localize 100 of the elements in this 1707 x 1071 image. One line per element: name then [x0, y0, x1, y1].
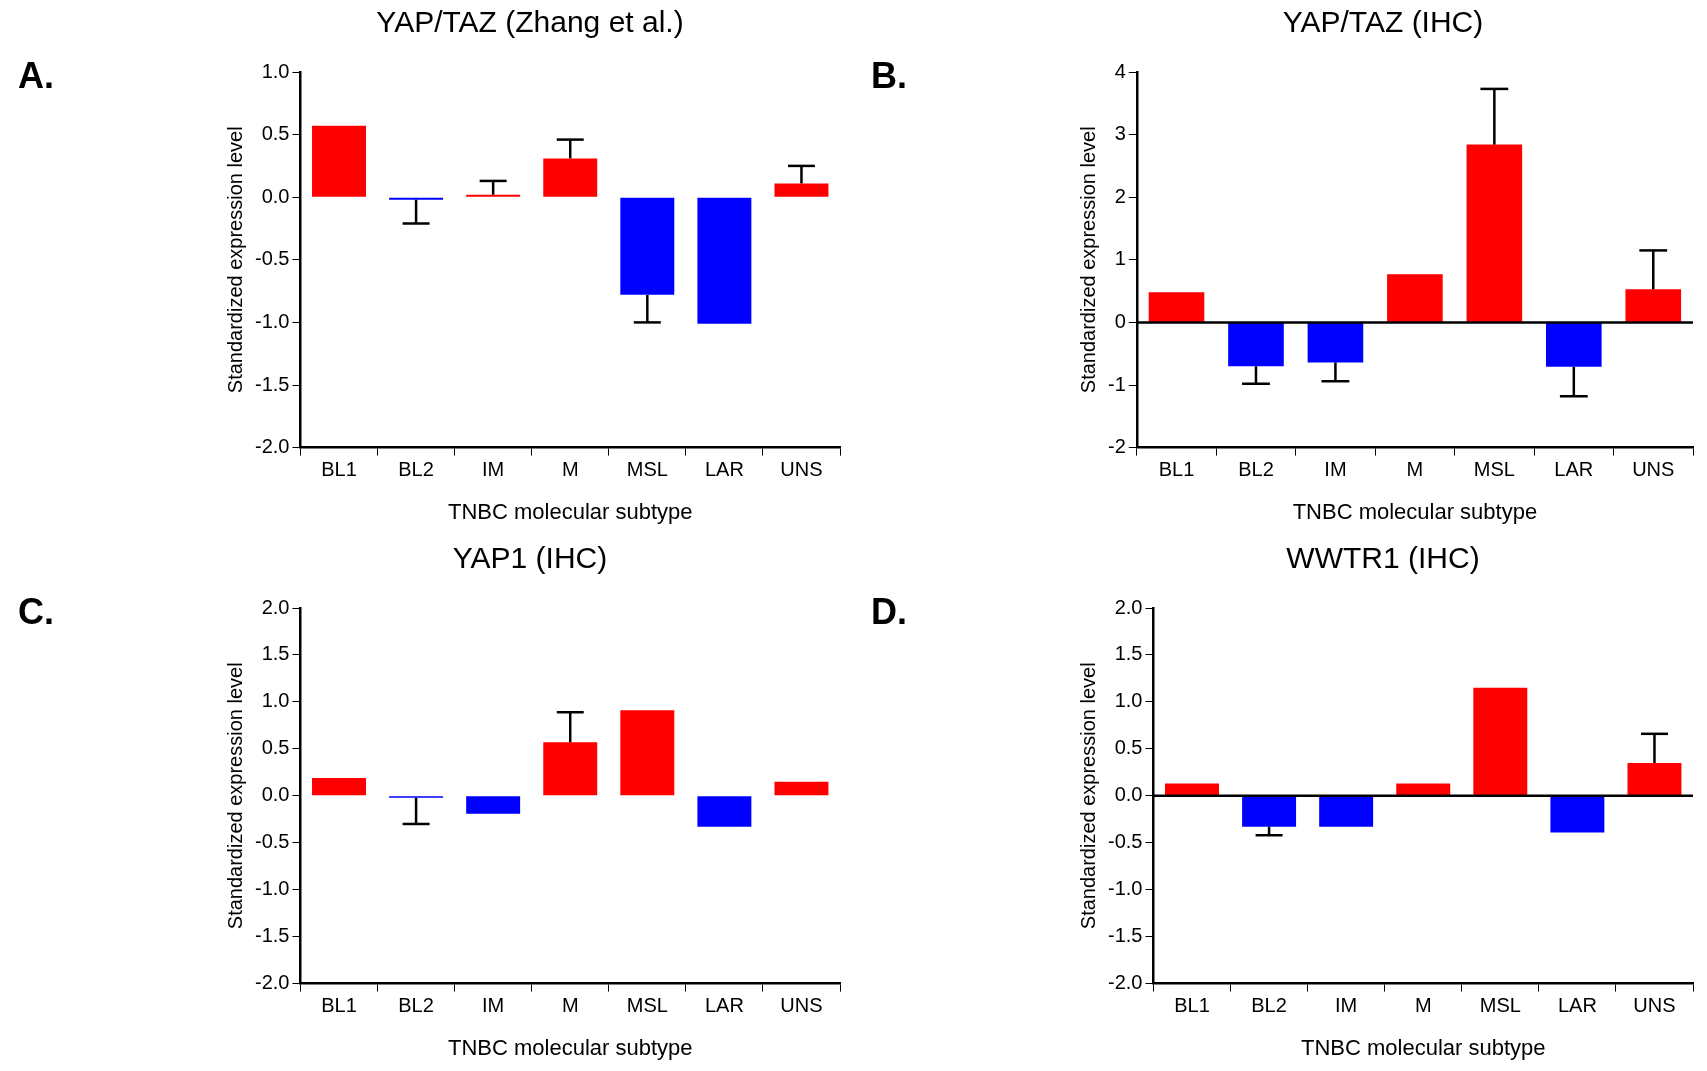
x-axis-title: TNBC molecular subtype: [1300, 1034, 1546, 1060]
y-tick-label: -1.5: [254, 924, 290, 947]
bar: [774, 183, 829, 197]
text: C.: [18, 591, 54, 633]
x-tick-label: M: [1414, 994, 1432, 1017]
y-tick-label: 0.0: [1114, 783, 1143, 806]
y-tick-label: 1.5: [1114, 642, 1143, 665]
y-tick-label: 1: [1114, 247, 1126, 270]
bar: [774, 781, 829, 796]
y-tick-label: -1.0: [254, 877, 290, 900]
bar: [697, 796, 752, 827]
y-tick-label: 1.0: [1114, 689, 1143, 712]
x-tick-label: M: [561, 458, 579, 481]
bar: [543, 742, 598, 796]
x-tick-label: BL2: [398, 994, 434, 1017]
y-tick-label: -0.5: [1107, 830, 1143, 853]
bar: [312, 777, 366, 796]
bar: [543, 158, 598, 197]
y-tick-label: -1.0: [254, 309, 290, 332]
bar: [1242, 796, 1297, 827]
y-tick-label: 0.0: [261, 184, 290, 207]
x-axis-title: TNBC molecular subtype: [447, 498, 693, 524]
y-tick-label: -0.5: [254, 247, 290, 270]
x-tick-label: MSL: [1479, 994, 1521, 1017]
x-tick-label: LAR: [1557, 994, 1597, 1017]
x-tick-label: IM: [1335, 994, 1358, 1017]
bar: [1396, 783, 1451, 796]
bar: [1625, 289, 1682, 322]
x-tick-label: LAR: [704, 994, 744, 1017]
chart-title: WWTR1 (IHC): [1286, 541, 1480, 575]
x-tick-label: MSL: [626, 458, 668, 481]
x-tick-label: UNS: [780, 458, 823, 481]
y-tick-label: 3: [1114, 122, 1126, 145]
y-tick-label: -2.0: [254, 971, 290, 994]
bar: [1550, 796, 1605, 833]
bar: [466, 796, 521, 814]
x-tick-label: IM: [482, 458, 505, 481]
y-tick-label: 0: [1114, 309, 1126, 332]
y-tick-label: 1.0: [261, 59, 290, 82]
x-tick-label: MSL: [1473, 458, 1515, 481]
text: D.: [871, 591, 907, 633]
bar: [1165, 783, 1219, 796]
y-axis-title: Standardized expression level: [1076, 126, 1099, 394]
y-tick-label: -1: [1107, 372, 1126, 395]
chart-title: YAP/TAZ (IHC): [1282, 5, 1484, 39]
bar: [620, 197, 675, 295]
bar: [1148, 292, 1205, 322]
y-tick-label: 0.5: [1114, 736, 1143, 759]
x-tick-label: BL2: [1251, 994, 1287, 1017]
x-tick-label: M: [561, 994, 579, 1017]
bar: [312, 125, 366, 197]
x-tick-label: BL2: [398, 458, 434, 481]
y-tick-label: 1.5: [261, 642, 290, 665]
y-axis-title: Standardized expression level: [223, 662, 246, 930]
y-axis-title: Standardized expression level: [1076, 662, 1099, 930]
bar: [1387, 274, 1443, 322]
bar: [697, 197, 752, 324]
x-tick-label: MSL: [626, 994, 668, 1017]
text: A.: [18, 55, 54, 97]
x-tick-label: BL1: [321, 458, 357, 481]
text: B.: [871, 55, 907, 97]
x-tick-label: BL2: [1238, 458, 1274, 481]
bar: [1466, 144, 1523, 322]
chart-title: YAP/TAZ (Zhang et al.): [376, 5, 684, 39]
bar: [1627, 762, 1682, 796]
y-tick-label: -1.0: [1107, 877, 1143, 900]
y-tick-label: 4: [1114, 59, 1126, 82]
bar: [466, 194, 521, 197]
x-tick-label: LAR: [704, 458, 744, 481]
x-tick-label: UNS: [1632, 458, 1675, 481]
x-tick-label: BL1: [321, 994, 357, 1017]
x-axis-title: TNBC molecular subtype: [447, 1034, 693, 1060]
y-tick-label: -1.5: [254, 372, 290, 395]
y-tick-label: -2.0: [254, 435, 290, 458]
x-tick-label: M: [1406, 458, 1424, 481]
y-tick-label: 1.0: [261, 689, 290, 712]
x-tick-label: IM: [1324, 458, 1347, 481]
x-tick-label: BL1: [1158, 458, 1195, 481]
bar: [1228, 322, 1284, 367]
y-tick-label: 0.0: [261, 783, 290, 806]
x-tick-label: LAR: [1554, 458, 1594, 481]
x-tick-label: BL1: [1174, 994, 1210, 1017]
x-tick-label: UNS: [780, 994, 823, 1017]
y-tick-label: -2: [1107, 435, 1126, 458]
y-tick-label: 2: [1114, 184, 1126, 207]
bar: [620, 710, 675, 796]
bar: [1473, 687, 1528, 796]
y-tick-label: -2.0: [1107, 971, 1143, 994]
bar: [389, 197, 444, 200]
y-tick-label: -1.5: [1107, 924, 1143, 947]
y-tick-label: -0.5: [254, 830, 290, 853]
y-tick-label: 2.0: [1114, 595, 1143, 618]
x-tick-label: UNS: [1633, 994, 1676, 1017]
y-tick-label: 2.0: [261, 595, 290, 618]
y-tick-label: 0.5: [261, 122, 290, 145]
y-tick-label: 0.5: [261, 736, 290, 759]
x-axis-title: TNBC molecular subtype: [1292, 498, 1538, 524]
bar: [1546, 322, 1602, 367]
bar: [1307, 322, 1364, 363]
bar: [1319, 796, 1374, 827]
